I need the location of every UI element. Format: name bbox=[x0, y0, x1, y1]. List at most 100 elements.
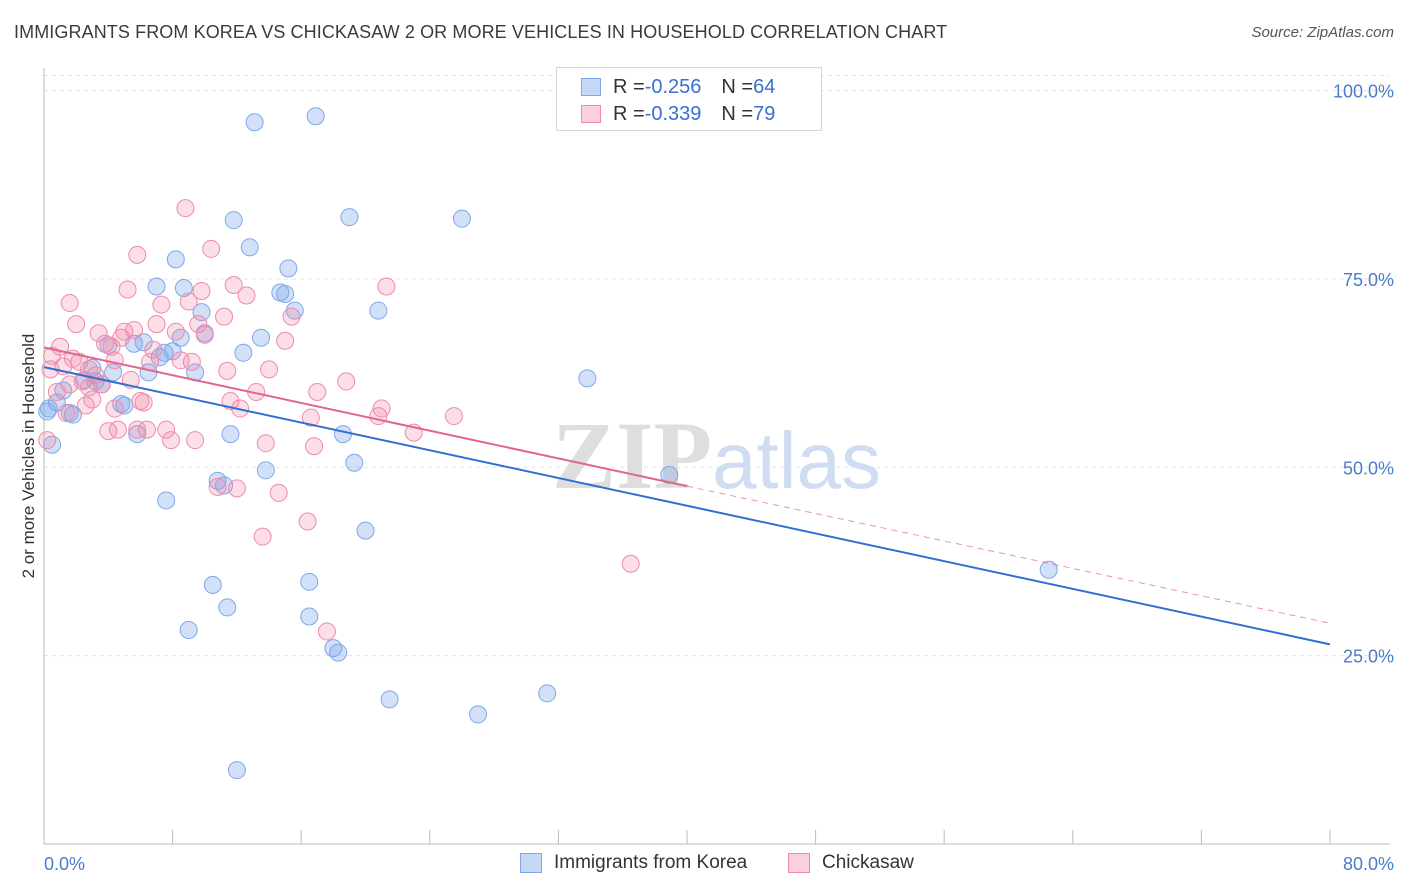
data-point-korea bbox=[300, 607, 319, 626]
data-point-chickasaw bbox=[108, 420, 127, 439]
data-point-chickasaw bbox=[237, 286, 256, 305]
data-point-korea bbox=[538, 684, 557, 703]
data-point-korea bbox=[166, 250, 185, 269]
data-point-korea bbox=[208, 471, 227, 490]
data-point-korea bbox=[128, 425, 147, 444]
data-point-korea bbox=[256, 461, 275, 480]
r-value: -0.256 bbox=[644, 75, 702, 98]
data-point-chickasaw bbox=[144, 340, 163, 359]
data-point-chickasaw bbox=[70, 352, 89, 371]
data-point-korea bbox=[340, 208, 359, 227]
data-point-korea bbox=[192, 303, 211, 322]
data-point-korea bbox=[179, 621, 198, 640]
data-point-chickasaw bbox=[189, 315, 208, 334]
n-label: N = bbox=[721, 102, 754, 125]
y-tick-label: 25.0% bbox=[1343, 647, 1394, 667]
correlation-legend: R = -0.256 N = 64 R = -0.339 N = 79 bbox=[556, 67, 822, 131]
data-point-chickasaw bbox=[215, 307, 234, 326]
data-point-chickasaw bbox=[208, 477, 227, 496]
data-point-chickasaw bbox=[337, 372, 356, 391]
data-point-chickasaw bbox=[89, 324, 108, 343]
data-point-korea bbox=[306, 107, 325, 126]
data-point-chickasaw bbox=[192, 282, 211, 301]
data-point-korea bbox=[134, 333, 153, 352]
axes bbox=[43, 68, 1390, 845]
data-point-chickasaw bbox=[83, 390, 102, 409]
x-tick-label: 80.0% bbox=[1343, 854, 1394, 874]
data-point-korea bbox=[329, 643, 348, 662]
legend-swatch-chickasaw bbox=[581, 105, 601, 123]
trend-lines bbox=[43, 346, 1331, 646]
gridlines bbox=[44, 75, 1390, 657]
chart-title: IMMIGRANTS FROM KOREA VS CHICKASAW 2 OR … bbox=[14, 22, 948, 42]
data-point-chickasaw bbox=[224, 275, 243, 294]
data-point-chickasaw bbox=[269, 483, 288, 502]
data-point-korea bbox=[157, 491, 176, 510]
data-point-chickasaw bbox=[298, 512, 317, 531]
data-point-korea bbox=[252, 328, 271, 347]
data-point-korea bbox=[279, 259, 298, 278]
legend-label-chickasaw: Chickasaw bbox=[822, 852, 914, 873]
data-point-chickasaw bbox=[105, 399, 124, 418]
n-label: N = bbox=[721, 75, 754, 98]
data-point-chickasaw bbox=[282, 307, 301, 326]
legend-label-korea: Immigrants from Korea bbox=[554, 852, 748, 873]
data-point-chickasaw bbox=[134, 393, 153, 412]
data-point-chickasaw bbox=[137, 420, 156, 439]
n-value: 79 bbox=[753, 102, 776, 125]
data-point-chickasaw bbox=[276, 331, 295, 350]
watermark-atlas: atlas bbox=[712, 416, 881, 505]
data-point-korea bbox=[38, 402, 57, 421]
data-point-korea bbox=[112, 395, 131, 414]
data-point-chickasaw bbox=[186, 431, 205, 450]
data-point-chickasaw bbox=[171, 351, 190, 370]
data-point-korea bbox=[63, 405, 82, 424]
data-point-chickasaw bbox=[256, 434, 275, 453]
r-value: -0.339 bbox=[644, 102, 702, 125]
data-point-chickasaw bbox=[182, 352, 201, 371]
data-point-korea bbox=[469, 705, 488, 724]
data-point-chickasaw bbox=[60, 294, 79, 313]
data-point-chickasaw bbox=[444, 407, 463, 426]
y-tick-label: 100.0% bbox=[1333, 82, 1394, 102]
data-point-korea bbox=[224, 211, 243, 230]
data-point-korea bbox=[356, 521, 375, 540]
data-point-korea bbox=[578, 369, 597, 388]
data-point-chickasaw bbox=[152, 295, 171, 314]
data-point-korea bbox=[333, 425, 352, 444]
data-point-chickasaw bbox=[202, 239, 221, 258]
data-point-chickasaw bbox=[253, 527, 272, 546]
data-point-chickasaw bbox=[166, 322, 185, 341]
data-point-korea bbox=[234, 343, 253, 362]
data-point-korea bbox=[245, 113, 264, 132]
r-label: R = bbox=[613, 102, 645, 125]
data-point-chickasaw bbox=[118, 280, 137, 299]
data-point-chickasaw bbox=[308, 382, 327, 401]
data-point-korea bbox=[171, 328, 190, 347]
data-point-chickasaw bbox=[372, 399, 391, 418]
data-point-chickasaw bbox=[38, 431, 57, 450]
data-point-chickasaw bbox=[99, 422, 118, 441]
data-point-chickasaw bbox=[377, 277, 396, 296]
data-point-korea bbox=[218, 598, 237, 617]
data-point-chickasaw bbox=[161, 431, 180, 450]
legend-swatch-korea bbox=[581, 78, 601, 96]
trend-line-chickasaw bbox=[43, 346, 688, 488]
data-point-chickasaw bbox=[67, 315, 86, 334]
data-point-korea bbox=[240, 238, 259, 257]
data-point-korea bbox=[452, 209, 471, 228]
data-point-chickasaw bbox=[221, 392, 240, 411]
legend-item-korea: Immigrants from Korea bbox=[520, 852, 747, 874]
watermark-zip: ZIP bbox=[552, 402, 712, 509]
data-point-chickasaw bbox=[218, 361, 237, 380]
y-tick-label: 50.0% bbox=[1343, 458, 1394, 478]
data-point-korea bbox=[1039, 560, 1058, 579]
data-point-korea bbox=[369, 301, 388, 320]
data-point-chickasaw bbox=[80, 378, 99, 397]
r-label: R = bbox=[613, 75, 645, 98]
data-point-korea bbox=[300, 572, 319, 591]
legend-row-korea: R = -0.256 N = 64 bbox=[581, 74, 775, 100]
data-point-chickasaw bbox=[195, 325, 214, 344]
data-point-korea bbox=[380, 690, 399, 709]
data-point-chickasaw bbox=[260, 360, 279, 379]
